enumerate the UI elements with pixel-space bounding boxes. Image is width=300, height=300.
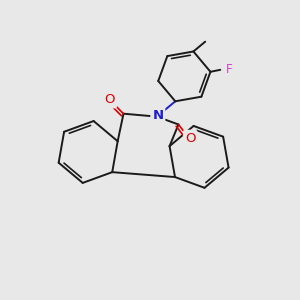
Text: O: O <box>104 93 115 106</box>
Text: O: O <box>185 132 196 145</box>
Text: N: N <box>152 109 164 122</box>
Text: F: F <box>226 63 233 76</box>
